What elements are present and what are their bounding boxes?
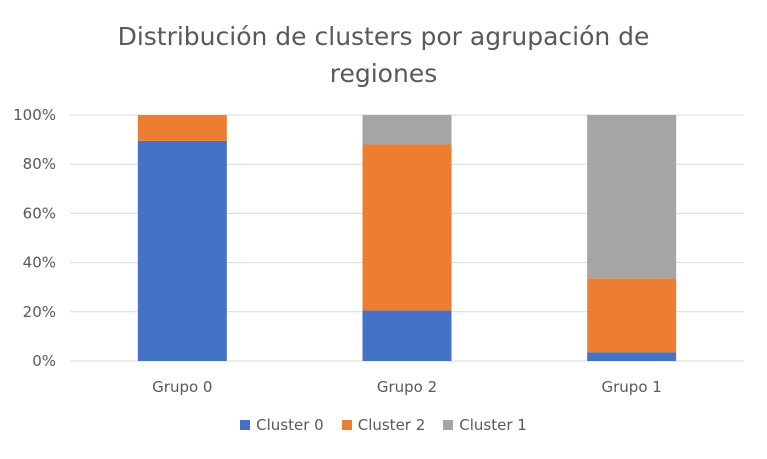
y-tick-label: 60% — [23, 204, 56, 222]
legend: Cluster 0 Cluster 2 Cluster 1 — [0, 416, 767, 434]
legend-swatch-cluster-0 — [240, 420, 251, 430]
x-tick-label: Grupo 0 — [152, 378, 212, 396]
y-tick-label: 20% — [23, 303, 56, 321]
bar — [587, 352, 677, 361]
legend-label-cluster-1: Cluster 1 — [459, 416, 527, 434]
bar — [587, 115, 677, 279]
bar — [362, 310, 452, 361]
x-tick-label: Grupo 2 — [377, 378, 437, 396]
bar — [362, 115, 452, 145]
legend-item-cluster-1: Cluster 1 — [443, 416, 527, 434]
y-tick-label: 0% — [32, 352, 56, 370]
y-tick-label: 100% — [13, 106, 56, 124]
legend-item-cluster-2: Cluster 2 — [341, 416, 426, 434]
y-tick-label: 40% — [23, 254, 56, 272]
legend-swatch-cluster-1 — [443, 420, 454, 430]
bar — [362, 144, 452, 311]
legend-label-cluster-0: Cluster 0 — [256, 416, 324, 434]
chart-title-line-1: Distribución de clusters por agrupación … — [117, 22, 650, 51]
bar — [137, 115, 227, 141]
bar — [587, 278, 677, 353]
chart-title-line-2: regiones — [329, 59, 438, 88]
y-tick-label: 80% — [23, 155, 56, 173]
chart-title: Distribución de clusters por agrupación … — [0, 18, 767, 92]
bar — [137, 140, 227, 361]
x-tick-label: Grupo 1 — [602, 378, 662, 396]
legend-swatch-cluster-2 — [341, 420, 352, 430]
legend-label-cluster-2: Cluster 2 — [357, 416, 426, 434]
legend-item-cluster-0: Cluster 0 — [240, 416, 324, 434]
